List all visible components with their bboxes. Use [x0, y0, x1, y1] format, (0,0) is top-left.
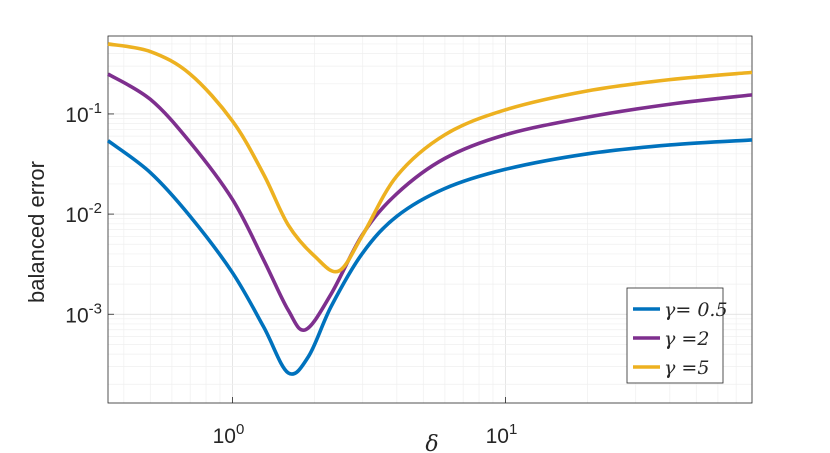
legend-label: γ =2	[664, 328, 709, 350]
y-tick-label: 10-2	[65, 200, 102, 227]
series-line	[107, 42, 753, 274]
plot-area	[107, 35, 753, 404]
legend-label: γ =5	[664, 357, 709, 379]
series-lines	[106, 42, 753, 376]
series-line	[107, 72, 753, 332]
series-line	[106, 138, 753, 376]
y-tick-label: 10-1	[65, 100, 102, 127]
y-axis-label: balanced error	[24, 161, 49, 303]
axis-ticks: 100 101 10-3 10-2 10-1	[65, 100, 517, 448]
legend: γ= 0.5 γ =2 γ =5	[626, 287, 728, 384]
x-tick-label: 100	[213, 421, 245, 448]
axis-labels: balanced error δ	[24, 161, 439, 453]
x-axis-label: δ	[425, 432, 438, 453]
x-tick-label: 101	[486, 421, 518, 448]
legend-label: γ= 0.5	[664, 299, 728, 321]
y-tick-label: 10-3	[65, 300, 102, 327]
